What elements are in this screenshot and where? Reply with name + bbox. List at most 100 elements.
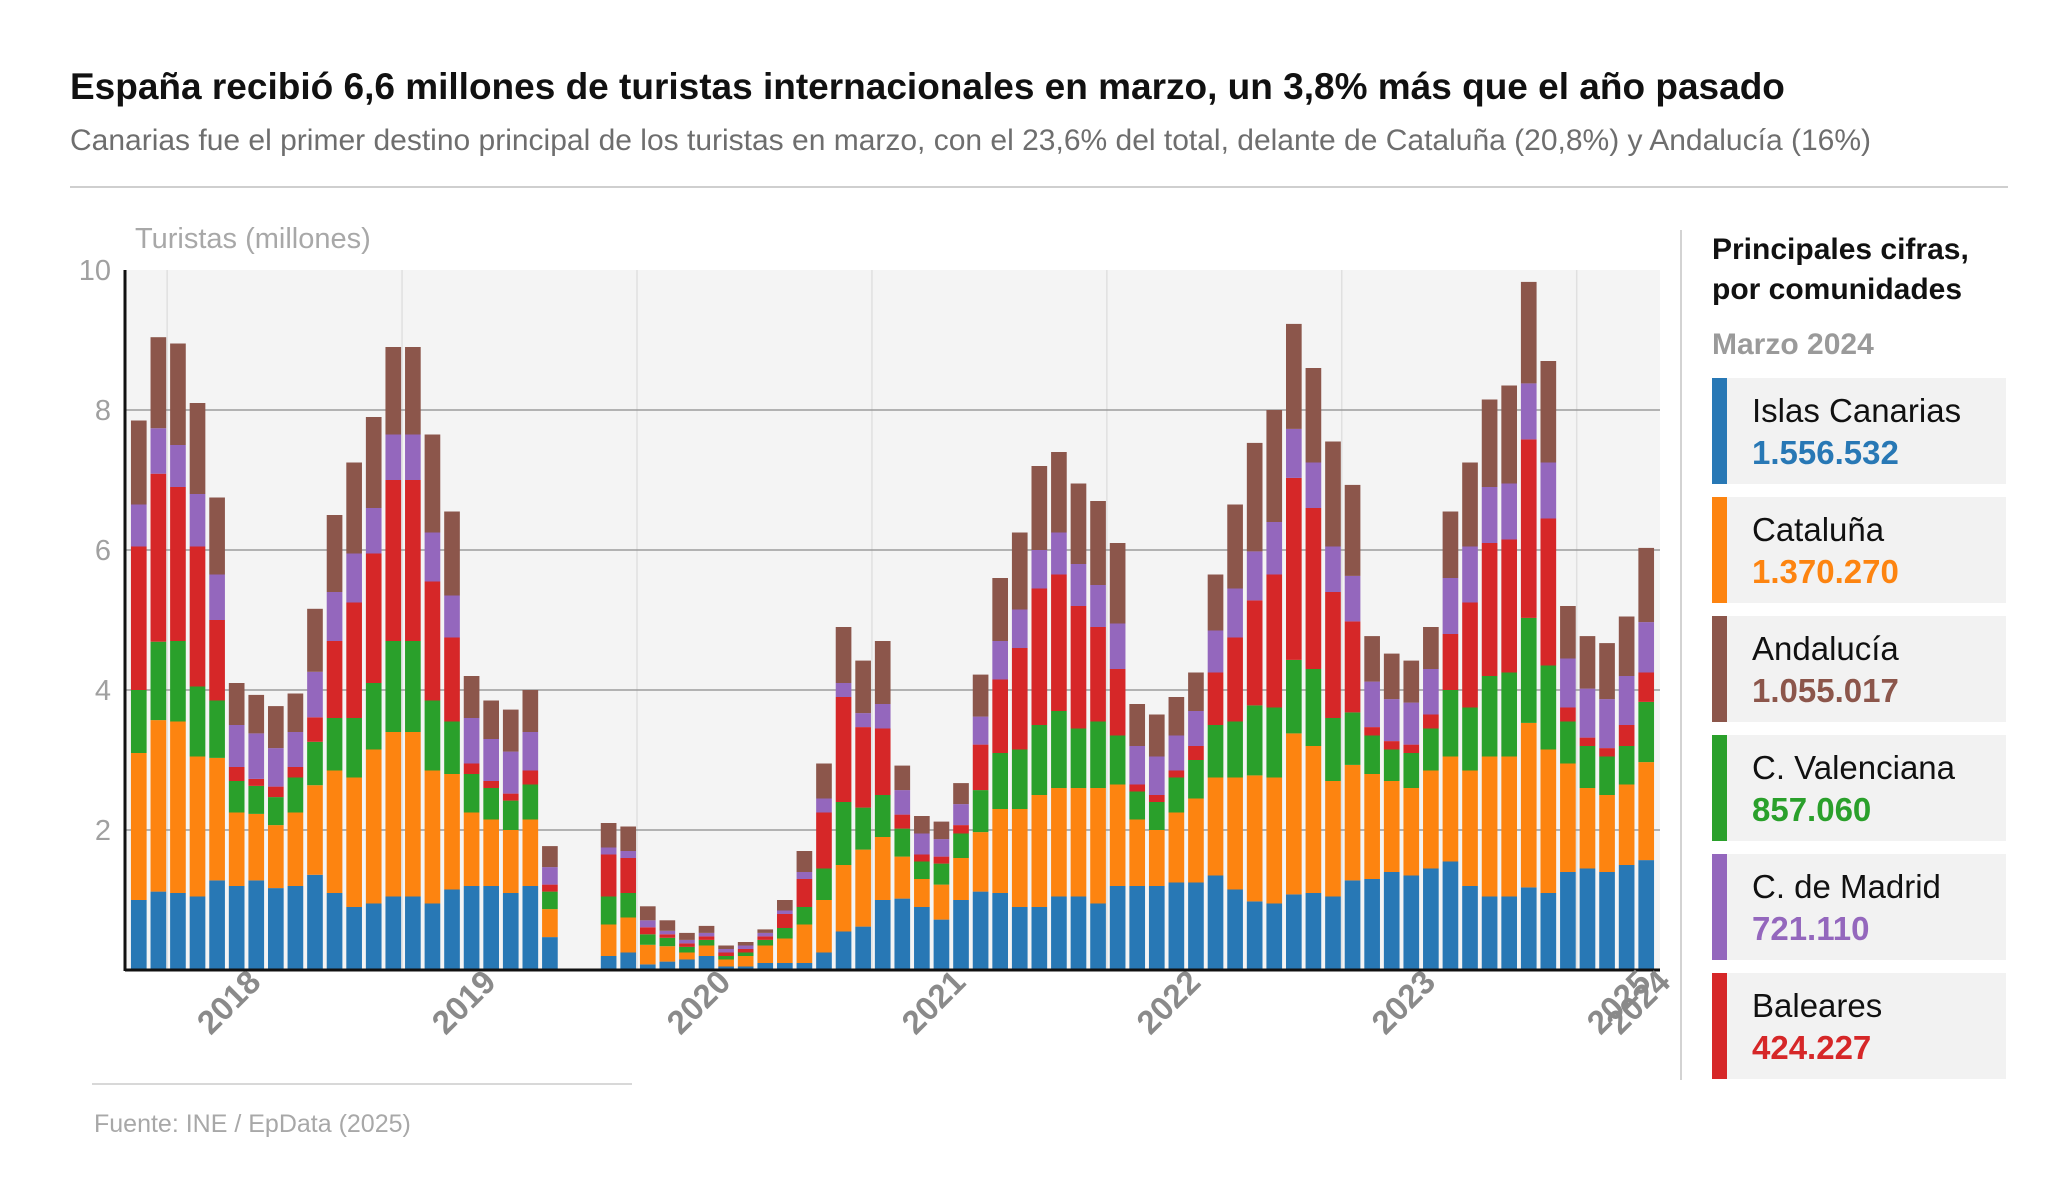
bar-segment	[209, 497, 225, 575]
bar-segment	[1481, 399, 1498, 487]
bar-segment	[1090, 903, 1106, 970]
bar-segment	[972, 832, 989, 892]
bar-segment	[1442, 578, 1459, 634]
bar-segment	[620, 893, 637, 918]
bar-segment	[1168, 735, 1185, 771]
bar-segment	[542, 937, 558, 970]
bar-segment	[170, 721, 186, 893]
bar-segment	[1383, 781, 1400, 872]
bar-segment	[1364, 735, 1380, 774]
bar-segment	[248, 778, 265, 786]
bar-segment	[1403, 660, 1420, 703]
bar-segment	[150, 720, 167, 892]
bar-segment	[424, 903, 441, 970]
bar-segment	[502, 893, 519, 970]
legend-swatch	[1712, 616, 1727, 722]
bar-segment	[1285, 323, 1302, 429]
bar-segment	[1638, 701, 1655, 763]
bar-segment	[542, 867, 558, 885]
bar-segment	[1305, 368, 1322, 463]
legend-card-canarias: Islas Canarias 1.556.532	[1712, 378, 2006, 484]
bar-segment	[405, 480, 421, 641]
bar-segment	[130, 504, 147, 547]
bar-segment	[1599, 699, 1615, 749]
bar-segment	[933, 839, 950, 857]
bar-segment	[130, 546, 147, 690]
bar-segment	[1207, 725, 1224, 778]
bar-segment	[874, 900, 891, 970]
bar-segment	[1188, 711, 1204, 746]
y-tick-label: 8	[95, 395, 111, 427]
bar-segment	[542, 891, 558, 910]
bar-segment	[405, 347, 421, 435]
bar-segment	[1423, 728, 1439, 771]
bar-segment	[933, 856, 950, 864]
bar-segment	[1246, 901, 1263, 970]
bar-segment	[698, 956, 715, 970]
bar-segment	[365, 417, 382, 508]
legend-name: Islas Canarias	[1752, 392, 1962, 429]
bar-segment	[1011, 907, 1028, 970]
bar-segment	[1403, 753, 1420, 788]
bar-segment	[855, 660, 871, 714]
bar-segment	[1207, 672, 1224, 725]
bar-segment	[698, 932, 715, 937]
bar-segment	[1325, 441, 1341, 547]
bar-segment	[150, 891, 167, 970]
bar-segment	[1560, 763, 1576, 872]
bar-segment	[1442, 756, 1459, 862]
bar-segment	[502, 709, 519, 752]
bar-segment	[1501, 672, 1518, 757]
bar-segment	[1325, 718, 1341, 781]
bar-segment	[130, 420, 147, 505]
bar-segment	[463, 774, 480, 813]
bar-segment	[189, 896, 206, 970]
bar-segment	[1403, 788, 1420, 876]
bar-segment	[405, 641, 421, 732]
bar-segment	[1403, 875, 1420, 970]
bar-segment	[1364, 774, 1380, 879]
bar-segment	[757, 939, 774, 946]
y-tick-label: 2	[95, 815, 111, 847]
bar-segment	[620, 826, 637, 851]
bar-segment	[1560, 707, 1576, 722]
bar-segment	[1442, 511, 1459, 578]
bar-segment	[737, 942, 754, 946]
bar-segment	[776, 910, 793, 914]
bar-segment	[600, 956, 617, 970]
bar-segment	[1148, 756, 1165, 795]
bar-segment	[267, 797, 284, 826]
bar-segment	[816, 812, 832, 869]
bar-segment	[659, 920, 676, 931]
bar-segment	[1560, 872, 1576, 970]
bar-segment	[346, 553, 362, 603]
bar-segment	[522, 732, 539, 771]
bar-segment	[1383, 749, 1400, 781]
bar-segment	[1051, 532, 1067, 575]
bar-segment	[1109, 623, 1126, 669]
bar-segment	[1618, 616, 1635, 676]
bar-segment	[855, 807, 871, 850]
bar-segment	[1168, 770, 1185, 778]
bar-segment	[659, 930, 676, 935]
bar-segment	[1168, 882, 1185, 970]
bar-segment	[972, 674, 989, 717]
bar-segment	[130, 753, 147, 900]
bar-segment	[1148, 886, 1165, 970]
bar-segment	[1148, 802, 1165, 830]
bar-segment	[639, 906, 656, 921]
bar-segment	[1520, 383, 1537, 440]
bar-segment	[835, 697, 852, 802]
bar-segment	[365, 903, 382, 970]
bar-segment	[1520, 722, 1537, 888]
bar-segment	[757, 945, 774, 963]
bar-segment	[1403, 702, 1420, 745]
bar-segment	[1090, 627, 1106, 722]
bar-segment	[639, 920, 656, 928]
bar-segment	[1481, 543, 1498, 676]
bar-segment	[894, 828, 911, 857]
bar-segment	[679, 943, 695, 947]
bar-segment	[150, 428, 167, 474]
bar-segment	[1579, 868, 1596, 970]
bar-segment	[1364, 879, 1380, 970]
